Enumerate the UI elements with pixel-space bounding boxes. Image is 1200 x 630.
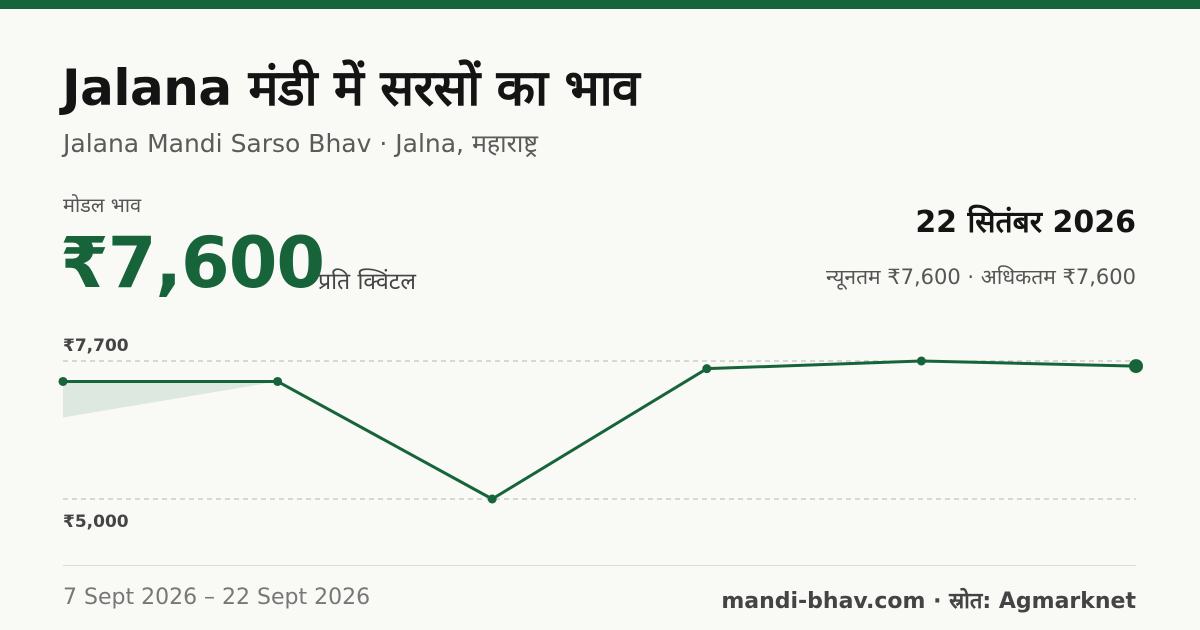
y-tick-label: ₹7,700: [63, 336, 129, 356]
latest-data-point: [1129, 359, 1143, 374]
page-title: Jalana मंडी में सरसों का भाव: [62, 59, 640, 117]
top-accent-bar: [0, 0, 1200, 9]
model-price-label: मोडल भाव: [63, 193, 142, 217]
data-point: [702, 364, 712, 374]
data-point: [916, 356, 926, 366]
source-credit: mandi-bhav.com · स्रोत: Agmarknet: [721, 589, 1136, 614]
data-point: [273, 376, 283, 386]
area-fill: [63, 381, 278, 418]
price-line-chart: ₹7,700 ₹5,000: [58, 336, 1143, 532]
price-date: 22 सितंबर 2026: [915, 205, 1136, 240]
date-range: 7 Sept 2026 – 22 Sept 2026: [63, 585, 371, 610]
page-subtitle: Jalana Mandi Sarso Bhav · Jalna, महाराष्…: [63, 129, 538, 158]
model-price-value: ₹7,600: [60, 222, 325, 304]
data-point: [58, 376, 68, 386]
data-point: [487, 494, 497, 504]
series-line: [61, 359, 1138, 501]
min-max-price: न्यूनतम ₹7,600 · अधिकतम ₹7,600: [826, 265, 1136, 289]
y-tick-label: ₹5,000: [63, 512, 129, 532]
price-unit: प्रति क्विंटल: [318, 269, 416, 295]
footer-divider: [63, 565, 1136, 566]
